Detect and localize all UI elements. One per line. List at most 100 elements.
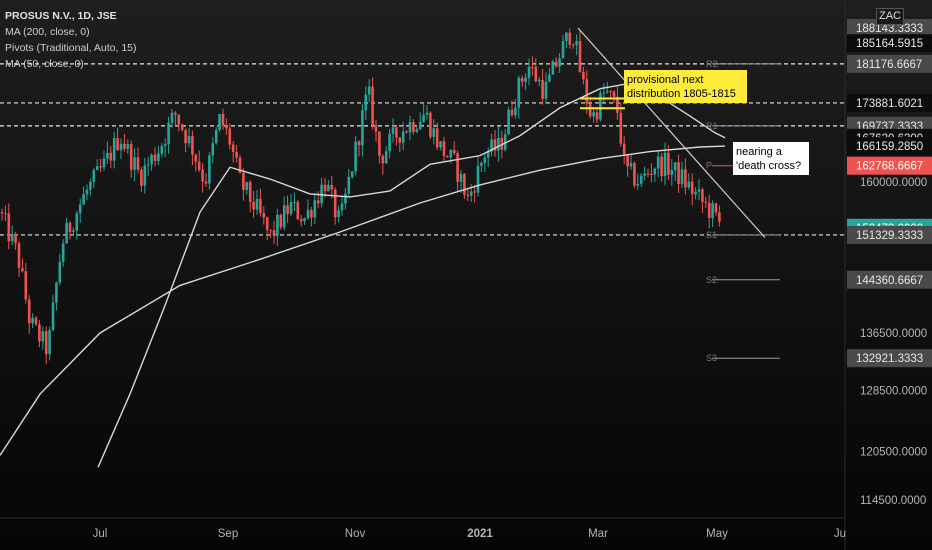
candle-body[interactable] — [568, 32, 572, 45]
candle-body[interactable] — [187, 135, 191, 144]
candle-body[interactable] — [446, 156, 449, 158]
candle-body[interactable] — [163, 144, 167, 146]
candle-body[interactable] — [653, 168, 657, 175]
candle-body[interactable] — [194, 154, 198, 162]
candle-body[interactable] — [123, 143, 126, 149]
candle-body[interactable] — [395, 127, 398, 138]
candle-body[interactable] — [272, 230, 276, 236]
candle-body[interactable] — [201, 169, 204, 182]
candle-body[interactable] — [554, 61, 558, 67]
death-cross-note-line-1[interactable]: 'death cross? — [736, 160, 801, 172]
candle-body[interactable] — [534, 66, 538, 82]
candle-body[interactable] — [687, 181, 691, 188]
candle-body[interactable] — [340, 203, 344, 211]
candle-body[interactable] — [323, 184, 327, 192]
candle-body[interactable] — [157, 153, 160, 162]
candle-body[interactable] — [473, 191, 476, 193]
candle-body[interactable] — [578, 41, 582, 72]
candle-body[interactable] — [565, 32, 568, 42]
candle-body[interactable] — [27, 299, 31, 324]
candle-body[interactable] — [245, 182, 249, 190]
candle-body[interactable] — [656, 156, 660, 169]
candle-body[interactable] — [17, 243, 21, 268]
candle-body[interactable] — [575, 41, 578, 46]
candle-body[interactable] — [259, 198, 262, 214]
candle-body[interactable] — [520, 77, 524, 82]
candle-body[interactable] — [51, 302, 55, 331]
candle-body[interactable] — [95, 166, 99, 171]
candle-body[interactable] — [221, 114, 225, 126]
candle-body[interactable] — [616, 96, 619, 113]
candle-body[interactable] — [306, 209, 310, 219]
candle-body[interactable] — [680, 169, 684, 184]
candle-body[interactable] — [585, 79, 589, 104]
candle-body[interactable] — [718, 212, 721, 222]
candle-body[interactable] — [136, 157, 140, 170]
candle-body[interactable] — [524, 77, 527, 82]
candle-body[interactable] — [313, 200, 317, 218]
candle-body[interactable] — [248, 182, 252, 202]
candle-body[interactable] — [119, 143, 123, 151]
candle-body[interactable] — [612, 91, 616, 97]
candle-body[interactable] — [333, 189, 337, 218]
candle-body[interactable] — [143, 165, 147, 186]
candle-body[interactable] — [639, 175, 643, 184]
candle-body[interactable] — [150, 154, 153, 165]
candle-body[interactable] — [480, 163, 483, 166]
candle-body[interactable] — [262, 213, 266, 218]
candle-body[interactable] — [595, 112, 599, 120]
candle-body[interactable] — [75, 213, 79, 231]
legend-ma200[interactable]: MA (200, close, 0) — [5, 26, 90, 38]
candle-body[interactable] — [548, 74, 551, 82]
candle-body[interactable] — [544, 81, 548, 99]
candle-body[interactable] — [167, 122, 170, 145]
candle-body[interactable] — [231, 144, 235, 152]
candle-body[interactable] — [48, 330, 51, 355]
currency-badge[interactable]: ZAC — [876, 8, 904, 25]
candle-body[interactable] — [38, 324, 41, 342]
candle-body[interactable] — [622, 143, 626, 155]
candle-body[interactable] — [459, 173, 463, 182]
candle-body[interactable] — [112, 138, 116, 161]
candle-body[interactable] — [531, 66, 534, 68]
candle-body[interactable] — [418, 121, 422, 130]
candle-body[interactable] — [442, 141, 446, 157]
candle-body[interactable] — [354, 141, 357, 172]
candle-body[interactable] — [374, 125, 378, 132]
candle-body[interactable] — [337, 210, 340, 218]
candle-body[interactable] — [252, 201, 255, 210]
candle-body[interactable] — [214, 130, 218, 144]
candle-body[interactable] — [425, 112, 429, 115]
candle-body[interactable] — [449, 150, 453, 158]
candle-body[interactable] — [697, 189, 701, 192]
candle-body[interactable] — [0, 212, 4, 214]
candle-body[interactable] — [133, 157, 136, 170]
death-cross-note-box[interactable] — [733, 142, 809, 175]
candle-body[interactable] — [486, 151, 490, 158]
candle-body[interactable] — [619, 112, 623, 144]
candle-body[interactable] — [4, 213, 7, 215]
candle-body[interactable] — [636, 183, 640, 186]
candle-body[interactable] — [208, 155, 211, 184]
candle-body[interactable] — [330, 184, 334, 190]
candle-body[interactable] — [55, 282, 58, 303]
candle-body[interactable] — [7, 213, 11, 242]
candle-body[interactable] — [517, 77, 521, 108]
candle-body[interactable] — [660, 156, 663, 177]
candle-body[interactable] — [463, 173, 466, 195]
candle-body[interactable] — [327, 184, 330, 192]
candle-body[interactable] — [371, 86, 374, 126]
candle-body[interactable] — [398, 137, 402, 143]
candle-body[interactable] — [269, 229, 272, 231]
candle-body[interactable] — [558, 58, 561, 67]
candle-body[interactable] — [561, 41, 565, 59]
candle-body[interactable] — [153, 154, 157, 162]
candle-body[interactable] — [670, 170, 674, 175]
candle-body[interactable] — [537, 79, 541, 82]
candle-body[interactable] — [116, 138, 119, 151]
candle-body[interactable] — [527, 66, 531, 78]
candle-body[interactable] — [14, 233, 17, 244]
candle-body[interactable] — [493, 139, 497, 151]
death-cross-note-line-0[interactable]: nearing a — [736, 146, 783, 158]
